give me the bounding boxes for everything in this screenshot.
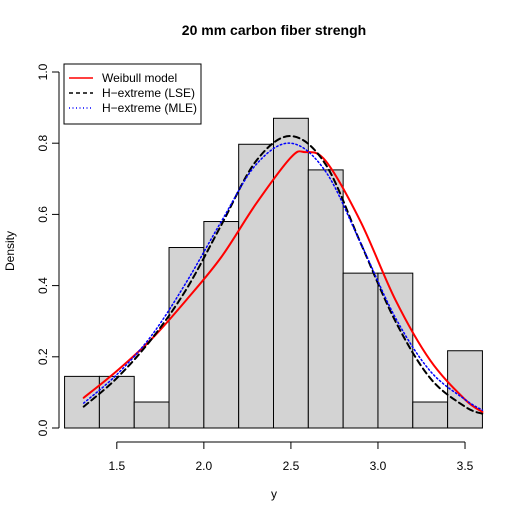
y-tick-label: 0.8 [36, 135, 50, 152]
histogram-bar [377, 272, 414, 429]
legend-label-h-extreme-mle: H−extreme (MLE) [102, 101, 197, 115]
histogram-bar [64, 375, 100, 429]
x-tick-label: 1.5 [108, 459, 125, 473]
histogram-bar [168, 247, 205, 429]
density-curves [82, 135, 484, 415]
histogram-bar [98, 375, 135, 429]
y-axis: 0.0 0.2 0.4 0.6 0.8 1.0 [36, 63, 60, 436]
chart-title: 20 mm carbon fiber strengh [182, 22, 366, 38]
y-axis-label: Density [3, 231, 17, 271]
histogram-bar [342, 272, 379, 429]
x-axis-label: y [271, 487, 277, 501]
x-axis: 1.5 2.0 2.5 3.0 3.5 [108, 441, 474, 473]
legend-box [63, 63, 202, 125]
series-line-h-extreme-lse [82, 135, 484, 415]
histogram-bar [133, 401, 170, 429]
y-tick-label: 0.6 [36, 206, 50, 223]
y-tick-label: 1.0 [36, 63, 50, 80]
x-tick-label: 2.5 [283, 459, 300, 473]
histogram-bar [203, 221, 240, 429]
y-tick-label: 0.0 [36, 419, 50, 436]
y-tick-label: 0.4 [36, 277, 50, 294]
histogram-bar [273, 117, 309, 429]
x-tick-label: 3.5 [457, 459, 474, 473]
histogram-bar [447, 350, 483, 429]
histogram-bar [412, 401, 449, 429]
legend-label-h-extreme-lse: H−extreme (LSE) [102, 86, 195, 100]
y-tick-label: 0.2 [36, 348, 50, 365]
histogram-bar [307, 169, 344, 429]
histogram-bars [64, 117, 483, 429]
series-line-h-extreme-mle [82, 142, 484, 411]
legend-label-weibull-model: Weibull model [102, 71, 177, 85]
x-tick-label: 3.0 [370, 459, 387, 473]
histogram-bar [238, 143, 275, 429]
x-tick-label: 2.0 [196, 459, 213, 473]
